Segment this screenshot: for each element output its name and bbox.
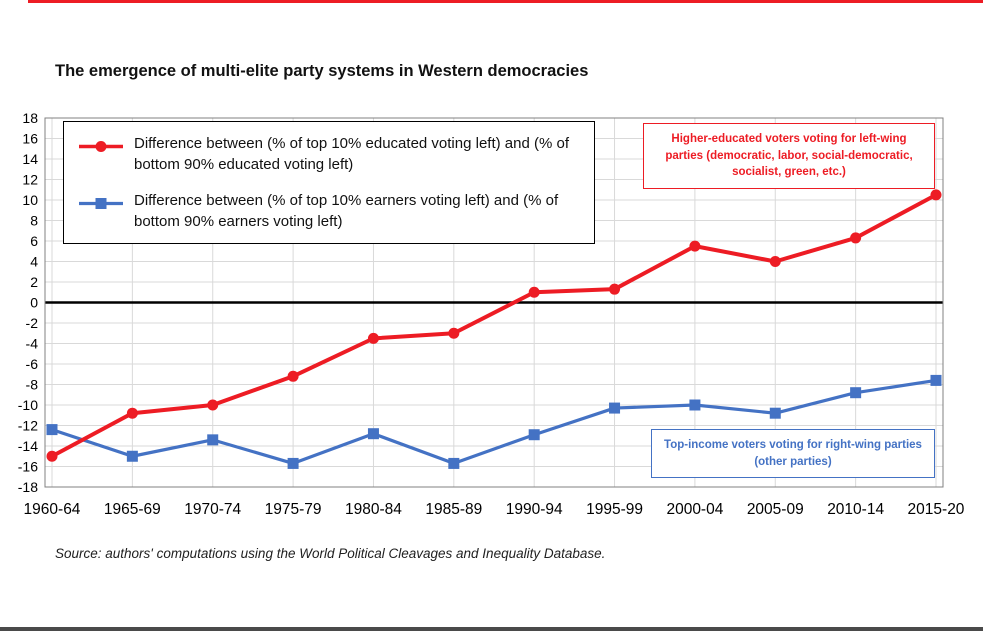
- y-tick-label: -10: [18, 397, 38, 413]
- income-gap-data-point: [126, 450, 138, 462]
- source-note: Source: authors' computations using the …: [55, 546, 606, 561]
- income-gap-line: [50, 378, 938, 466]
- legend-label-education: Difference between (% of top 10% educate…: [134, 135, 569, 173]
- income-gap-data-point: [528, 429, 540, 441]
- legend-red-circle: [95, 141, 107, 152]
- y-tick-label: -8: [26, 376, 39, 392]
- income-gap-data-point: [769, 407, 781, 419]
- y-tick-label: 0: [30, 294, 38, 310]
- x-tick-label: 1970-74: [184, 501, 241, 517]
- education-gap-data-point: [930, 189, 942, 201]
- legend-item-education: Difference between (% of top 10% educate…: [78, 134, 580, 175]
- education-gap-data-point: [850, 232, 862, 244]
- annotation-left-wing-voters: Higher-educated voters voting for left-w…: [643, 123, 935, 190]
- education-gap-data-point: [46, 450, 58, 462]
- income-gap-data-point: [287, 457, 299, 469]
- top-accent-line: [28, 0, 983, 3]
- income-gap-data-point: [850, 387, 862, 399]
- income-gap-data-point: [930, 374, 942, 386]
- chart-title: The emergence of multi-elite party syste…: [55, 62, 589, 80]
- x-tick-label: 1985-89: [425, 501, 482, 517]
- income-gap-data-point: [448, 457, 460, 469]
- legend-item-income: Difference between (% of top 10% earners…: [78, 191, 580, 232]
- education-gap-data-point: [609, 283, 621, 295]
- x-tick-label: 1990-94: [506, 501, 563, 517]
- legend-blue-square: [95, 198, 107, 210]
- education-gap-data-point: [287, 370, 299, 382]
- y-tick-label: -2: [26, 315, 39, 331]
- income-gap-data-point: [367, 428, 379, 440]
- y-tick-label: 2: [30, 274, 38, 290]
- income-gap-data-point: [46, 424, 58, 436]
- annotation-right-wing-voters: Top-income voters voting for right-wing …: [651, 429, 935, 479]
- blue-line-square-marker: [79, 198, 123, 210]
- y-tick-label: -6: [26, 356, 39, 372]
- x-tick-label: 1975-79: [265, 501, 322, 517]
- education-gap-data-point: [126, 407, 138, 419]
- y-tick-label: 18: [22, 110, 38, 126]
- education-gap-data-point: [528, 286, 540, 298]
- education-gap-data-point: [448, 327, 460, 339]
- y-tick-label: 16: [22, 130, 38, 146]
- x-tick-label: 2000-04: [666, 501, 723, 517]
- x-tick-label: 2010-14: [827, 501, 884, 517]
- y-tick-label: -4: [26, 335, 39, 351]
- y-tick-label: 14: [22, 151, 38, 167]
- income-gap-data-point: [207, 434, 219, 446]
- x-tick-label: 2015-20: [908, 501, 965, 517]
- x-tick-label: 2005-09: [747, 501, 804, 517]
- plot-border: [44, 117, 944, 488]
- y-tick-label: 4: [30, 253, 38, 269]
- x-tick-label: 1995-99: [586, 501, 643, 517]
- y-tick-label: -14: [18, 438, 38, 454]
- y-tick-label: -16: [18, 458, 38, 474]
- income-gap-data-point: [609, 402, 621, 414]
- y-tick-label: 12: [22, 171, 38, 187]
- x-tick-label: 1980-84: [345, 501, 402, 517]
- education-gap-data-point: [367, 332, 379, 344]
- y-tick-label: 8: [30, 212, 38, 228]
- y-tick-label: -12: [18, 417, 38, 433]
- y-tick-label: 10: [22, 192, 38, 208]
- income-gap-data-point: [689, 399, 701, 411]
- education-gap-data-point: [207, 399, 219, 411]
- education-gap-data-point: [689, 240, 701, 252]
- bottom-edge-strip: [0, 627, 983, 631]
- x-tick-label: 1965-69: [104, 501, 161, 517]
- legend-label-income: Difference between (% of top 10% earners…: [134, 192, 559, 231]
- education-gap-data-point: [769, 256, 781, 267]
- red-line-circle-marker: [79, 141, 123, 152]
- x-tick-label: 1960-64: [24, 501, 81, 517]
- legend-box: Difference between (% of top 10% educate…: [63, 121, 595, 244]
- y-tick-label: 6: [30, 233, 38, 249]
- education-gap-line: [50, 192, 938, 459]
- y-tick-label: -18: [18, 479, 38, 495]
- chart-area: -18 -16 -14 -12 -10 -8 -6 -4 -2 0 2 4 6 8 10 12 14 16 18 19…: [15, 105, 967, 517]
